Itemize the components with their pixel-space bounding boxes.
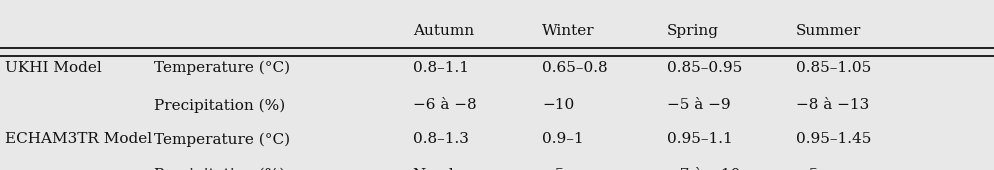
Text: Spring: Spring: [666, 24, 718, 38]
Text: −5: −5: [542, 168, 564, 170]
Text: −6 à −8: −6 à −8: [413, 98, 476, 112]
Text: Precipitation (%): Precipitation (%): [154, 98, 285, 113]
Text: −7 à −10: −7 à −10: [666, 168, 740, 170]
Text: −5 à −9: −5 à −9: [666, 98, 730, 112]
Text: Autumn: Autumn: [413, 24, 473, 38]
Text: −8 à −13: −8 à −13: [795, 98, 869, 112]
Text: ECHAM3TR Model: ECHAM3TR Model: [5, 132, 152, 146]
Text: Temperature (°C): Temperature (°C): [154, 61, 290, 75]
Text: −10: −10: [542, 98, 574, 112]
Text: Temperature (°C): Temperature (°C): [154, 132, 290, 147]
Text: 0.85–0.95: 0.85–0.95: [666, 61, 742, 75]
Text: 0.65–0.8: 0.65–0.8: [542, 61, 607, 75]
Text: 0.8–1.1: 0.8–1.1: [413, 61, 468, 75]
Text: Precipitation (%): Precipitation (%): [154, 168, 285, 170]
Text: −5: −5: [795, 168, 817, 170]
Text: No change: No change: [413, 168, 496, 170]
Text: Summer: Summer: [795, 24, 861, 38]
Text: 0.95–1.1: 0.95–1.1: [666, 132, 732, 146]
Text: UKHI Model: UKHI Model: [5, 61, 101, 75]
Text: Winter: Winter: [542, 24, 594, 38]
Text: 0.95–1.45: 0.95–1.45: [795, 132, 871, 146]
Text: 0.9–1: 0.9–1: [542, 132, 583, 146]
Text: 0.85–1.05: 0.85–1.05: [795, 61, 871, 75]
Text: 0.8–1.3: 0.8–1.3: [413, 132, 468, 146]
